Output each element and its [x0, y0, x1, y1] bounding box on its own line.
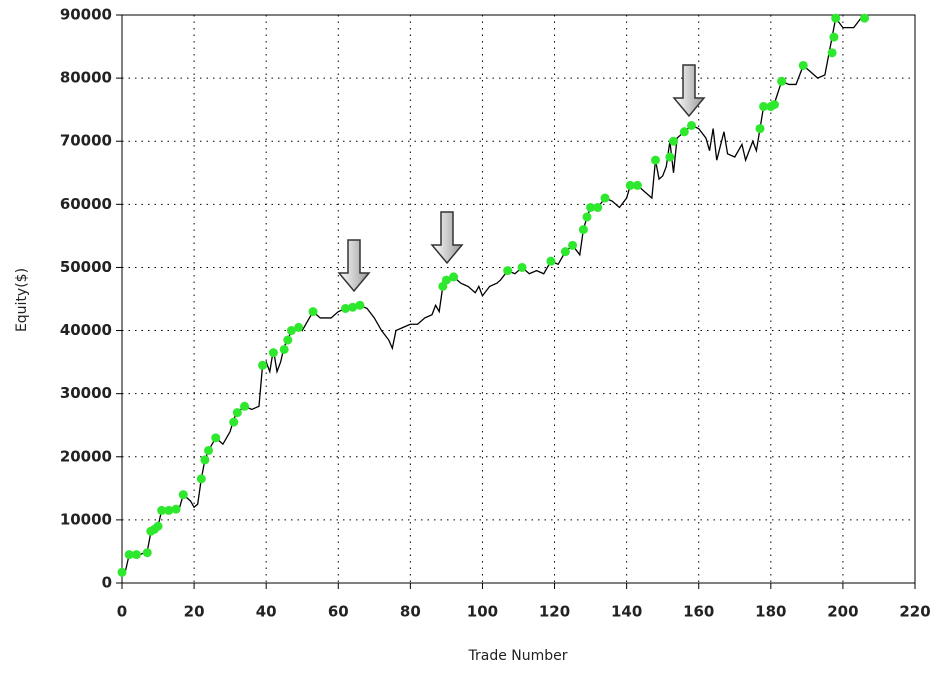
new-high-marker — [286, 326, 296, 336]
new-high-marker — [568, 240, 578, 250]
x-tick-label: 120 — [539, 603, 570, 621]
new-high-marker — [829, 32, 839, 42]
new-high-marker — [171, 504, 181, 514]
new-high-marker — [517, 262, 527, 272]
new-high-marker — [827, 48, 837, 58]
new-high-marker — [503, 266, 513, 276]
y-tick-label: 10000 — [60, 510, 112, 528]
new-high-marker — [679, 127, 689, 137]
y-tick-label: 80000 — [60, 69, 112, 87]
equity-line — [122, 16, 865, 572]
new-high-marker — [232, 408, 242, 418]
new-high-marker — [759, 102, 769, 112]
x-tick-label: 40 — [256, 603, 277, 621]
new-high-marker — [755, 124, 765, 134]
x-tick-label: 160 — [683, 603, 714, 621]
arrow — [337, 239, 371, 293]
y-tick-label: 70000 — [60, 132, 112, 150]
x-tick-label: 140 — [611, 603, 642, 621]
new-high-marker — [153, 521, 163, 531]
new-high-marker — [157, 505, 167, 515]
new-high-marker — [117, 567, 127, 577]
new-high-marker — [593, 202, 603, 212]
new-high-marker — [279, 344, 289, 354]
new-high-marker — [355, 300, 365, 310]
y-tick-label: 30000 — [60, 384, 112, 402]
new-high-marker — [196, 474, 206, 484]
new-high-marker — [340, 303, 350, 313]
new-high-marker — [578, 225, 588, 235]
x-tick-label: 200 — [827, 603, 858, 621]
new-high-marker — [449, 272, 459, 282]
new-high-marker — [283, 335, 293, 345]
new-high-marker — [586, 202, 596, 212]
new-high-marker — [582, 212, 592, 222]
y-axis-label: Equity($) — [14, 268, 30, 332]
new-high-marker — [860, 13, 870, 23]
new-high-marker — [258, 360, 268, 370]
x-axis-label: Trade Number — [467, 648, 567, 664]
new-high-marker — [668, 136, 678, 146]
new-high-marker — [131, 550, 141, 560]
y-tick-label: 40000 — [60, 321, 112, 339]
new-high-marker — [294, 322, 304, 332]
new-high-marker — [650, 155, 660, 165]
y-tick-label: 20000 — [60, 447, 112, 465]
annotation-arrows — [337, 64, 706, 293]
new-high-marker — [600, 193, 610, 203]
x-tick-label: 100 — [467, 603, 498, 621]
new-high-marker — [142, 548, 152, 558]
new-high-marker — [777, 76, 787, 86]
new-high-marker — [200, 455, 210, 465]
new-high-marker — [268, 348, 278, 358]
x-tick-label: 20 — [184, 603, 205, 621]
new-high-marker — [798, 60, 808, 70]
y-tick-label: 60000 — [60, 195, 112, 213]
plot-area: 0 10000 20000 30000 40000 50000 60000 70000 8000… — [60, 6, 931, 621]
new-high-marker — [665, 152, 675, 162]
new-high-marker — [240, 401, 250, 411]
new-high-marker — [441, 275, 451, 285]
new-high-marker — [164, 505, 174, 515]
new-high-marker — [546, 256, 556, 266]
arrow — [672, 64, 706, 118]
new-high-marker — [308, 307, 318, 317]
new-high-marker — [211, 433, 221, 443]
new-high-marker — [687, 120, 697, 130]
y-tick-label: 90000 — [60, 6, 112, 24]
x-tick-label: 80 — [400, 603, 421, 621]
new-high-marker — [229, 417, 239, 427]
x-tick-label: 0 — [117, 603, 127, 621]
arrow — [430, 211, 464, 265]
x-tick-label: 180 — [755, 603, 786, 621]
new-high-marker — [831, 13, 841, 23]
plot-border — [121, 14, 916, 584]
new-high-marker — [769, 100, 779, 110]
new-high-marker — [348, 302, 358, 312]
new-high-marker — [178, 490, 188, 500]
new-high-marker — [632, 180, 642, 190]
new-high-marker — [204, 445, 214, 455]
new-high-marker — [560, 247, 570, 257]
x-tick-label: 60 — [328, 603, 349, 621]
y-tick-label: 50000 — [60, 258, 112, 276]
new-high-marker — [124, 550, 134, 560]
y-tick-label: 0 — [102, 574, 112, 592]
x-tick-label: 220 — [899, 603, 930, 621]
new-high-marker — [625, 180, 635, 190]
